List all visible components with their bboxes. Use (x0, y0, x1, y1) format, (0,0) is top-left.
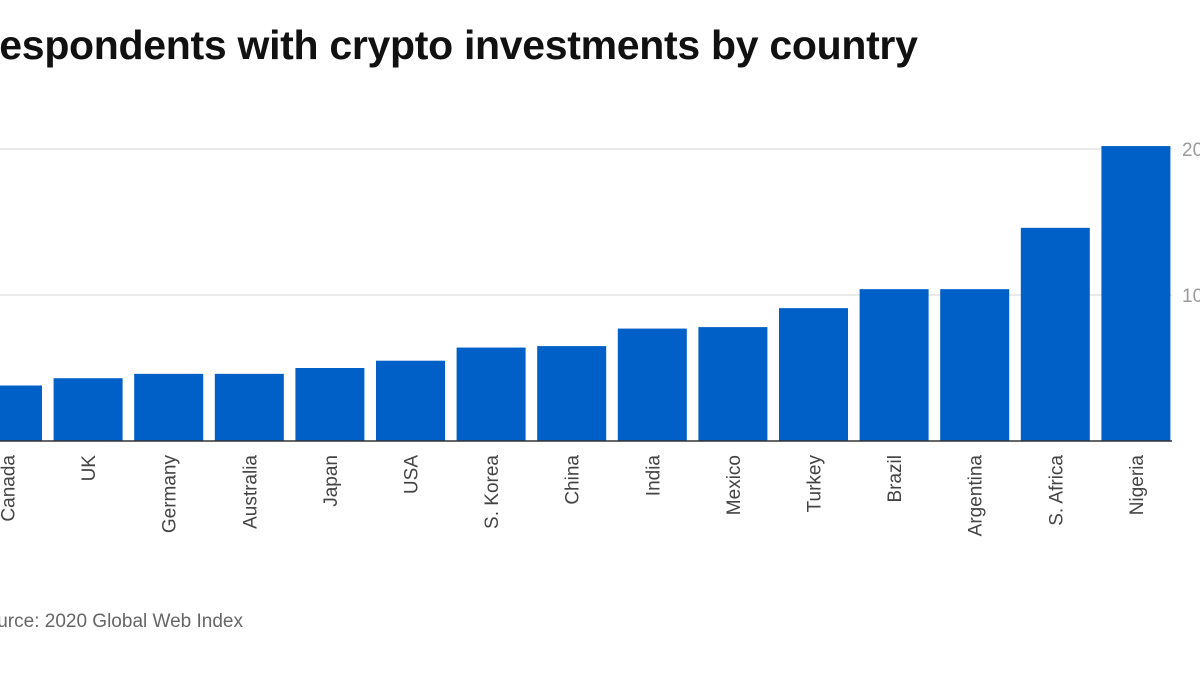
bar-japan (295, 368, 365, 441)
x-tick-label-germany: Germany (160, 455, 181, 534)
bars (0, 146, 1171, 441)
x-tick-label-usa: USA (402, 455, 423, 494)
gridlines (0, 148, 1172, 296)
x-tick-label-s-africa: S. Africa (1046, 455, 1067, 526)
bar-uk (53, 378, 123, 441)
x-tick-label-india: India (643, 455, 664, 497)
chart-title: Respondents with crypto investments by c… (0, 22, 918, 68)
y-tick-label-10: 10 (1182, 286, 1200, 307)
chart-source: Source: 2020 Global Web Index (0, 611, 243, 632)
x-tick-label-nigeria: Nigeria (1127, 455, 1148, 516)
x-tick-label-turkey: Turkey (805, 455, 826, 513)
x-tick-label-brazil: Brazil (885, 455, 906, 503)
bar-s-korea (456, 347, 526, 441)
bar-turkey (779, 308, 848, 441)
x-tick-label-japan: Japan (321, 455, 342, 507)
x-tick-label-s-korea: S. Korea (482, 455, 503, 529)
bar-canada (0, 385, 42, 441)
x-axis-labels: Canada UK Germany Australia Japan USA S. Korea… (0, 455, 1148, 537)
x-tick-label-canada: Canada (0, 455, 20, 522)
bar-china (537, 346, 607, 441)
x-tick-label-australia: Australia (240, 455, 261, 529)
bar-australia (214, 373, 284, 441)
y-axis-ticks: 10 20 (1182, 140, 1200, 307)
x-tick-label-mexico: Mexico (724, 455, 745, 515)
x-tick-label-argentina: Argentina (966, 455, 987, 537)
bar-s-africa (1020, 227, 1090, 441)
bar-nigeria (1101, 146, 1171, 441)
bar-mexico (698, 327, 768, 441)
bar-brazil (859, 289, 929, 441)
x-tick-label-china: China (563, 455, 584, 505)
bar-germany (134, 373, 204, 441)
y-tick-label-20: 20 (1182, 140, 1200, 161)
bar-usa (376, 360, 445, 441)
bar-india (617, 328, 687, 441)
bar-argentina (940, 289, 1010, 441)
x-tick-label-uk: UK (79, 455, 100, 482)
